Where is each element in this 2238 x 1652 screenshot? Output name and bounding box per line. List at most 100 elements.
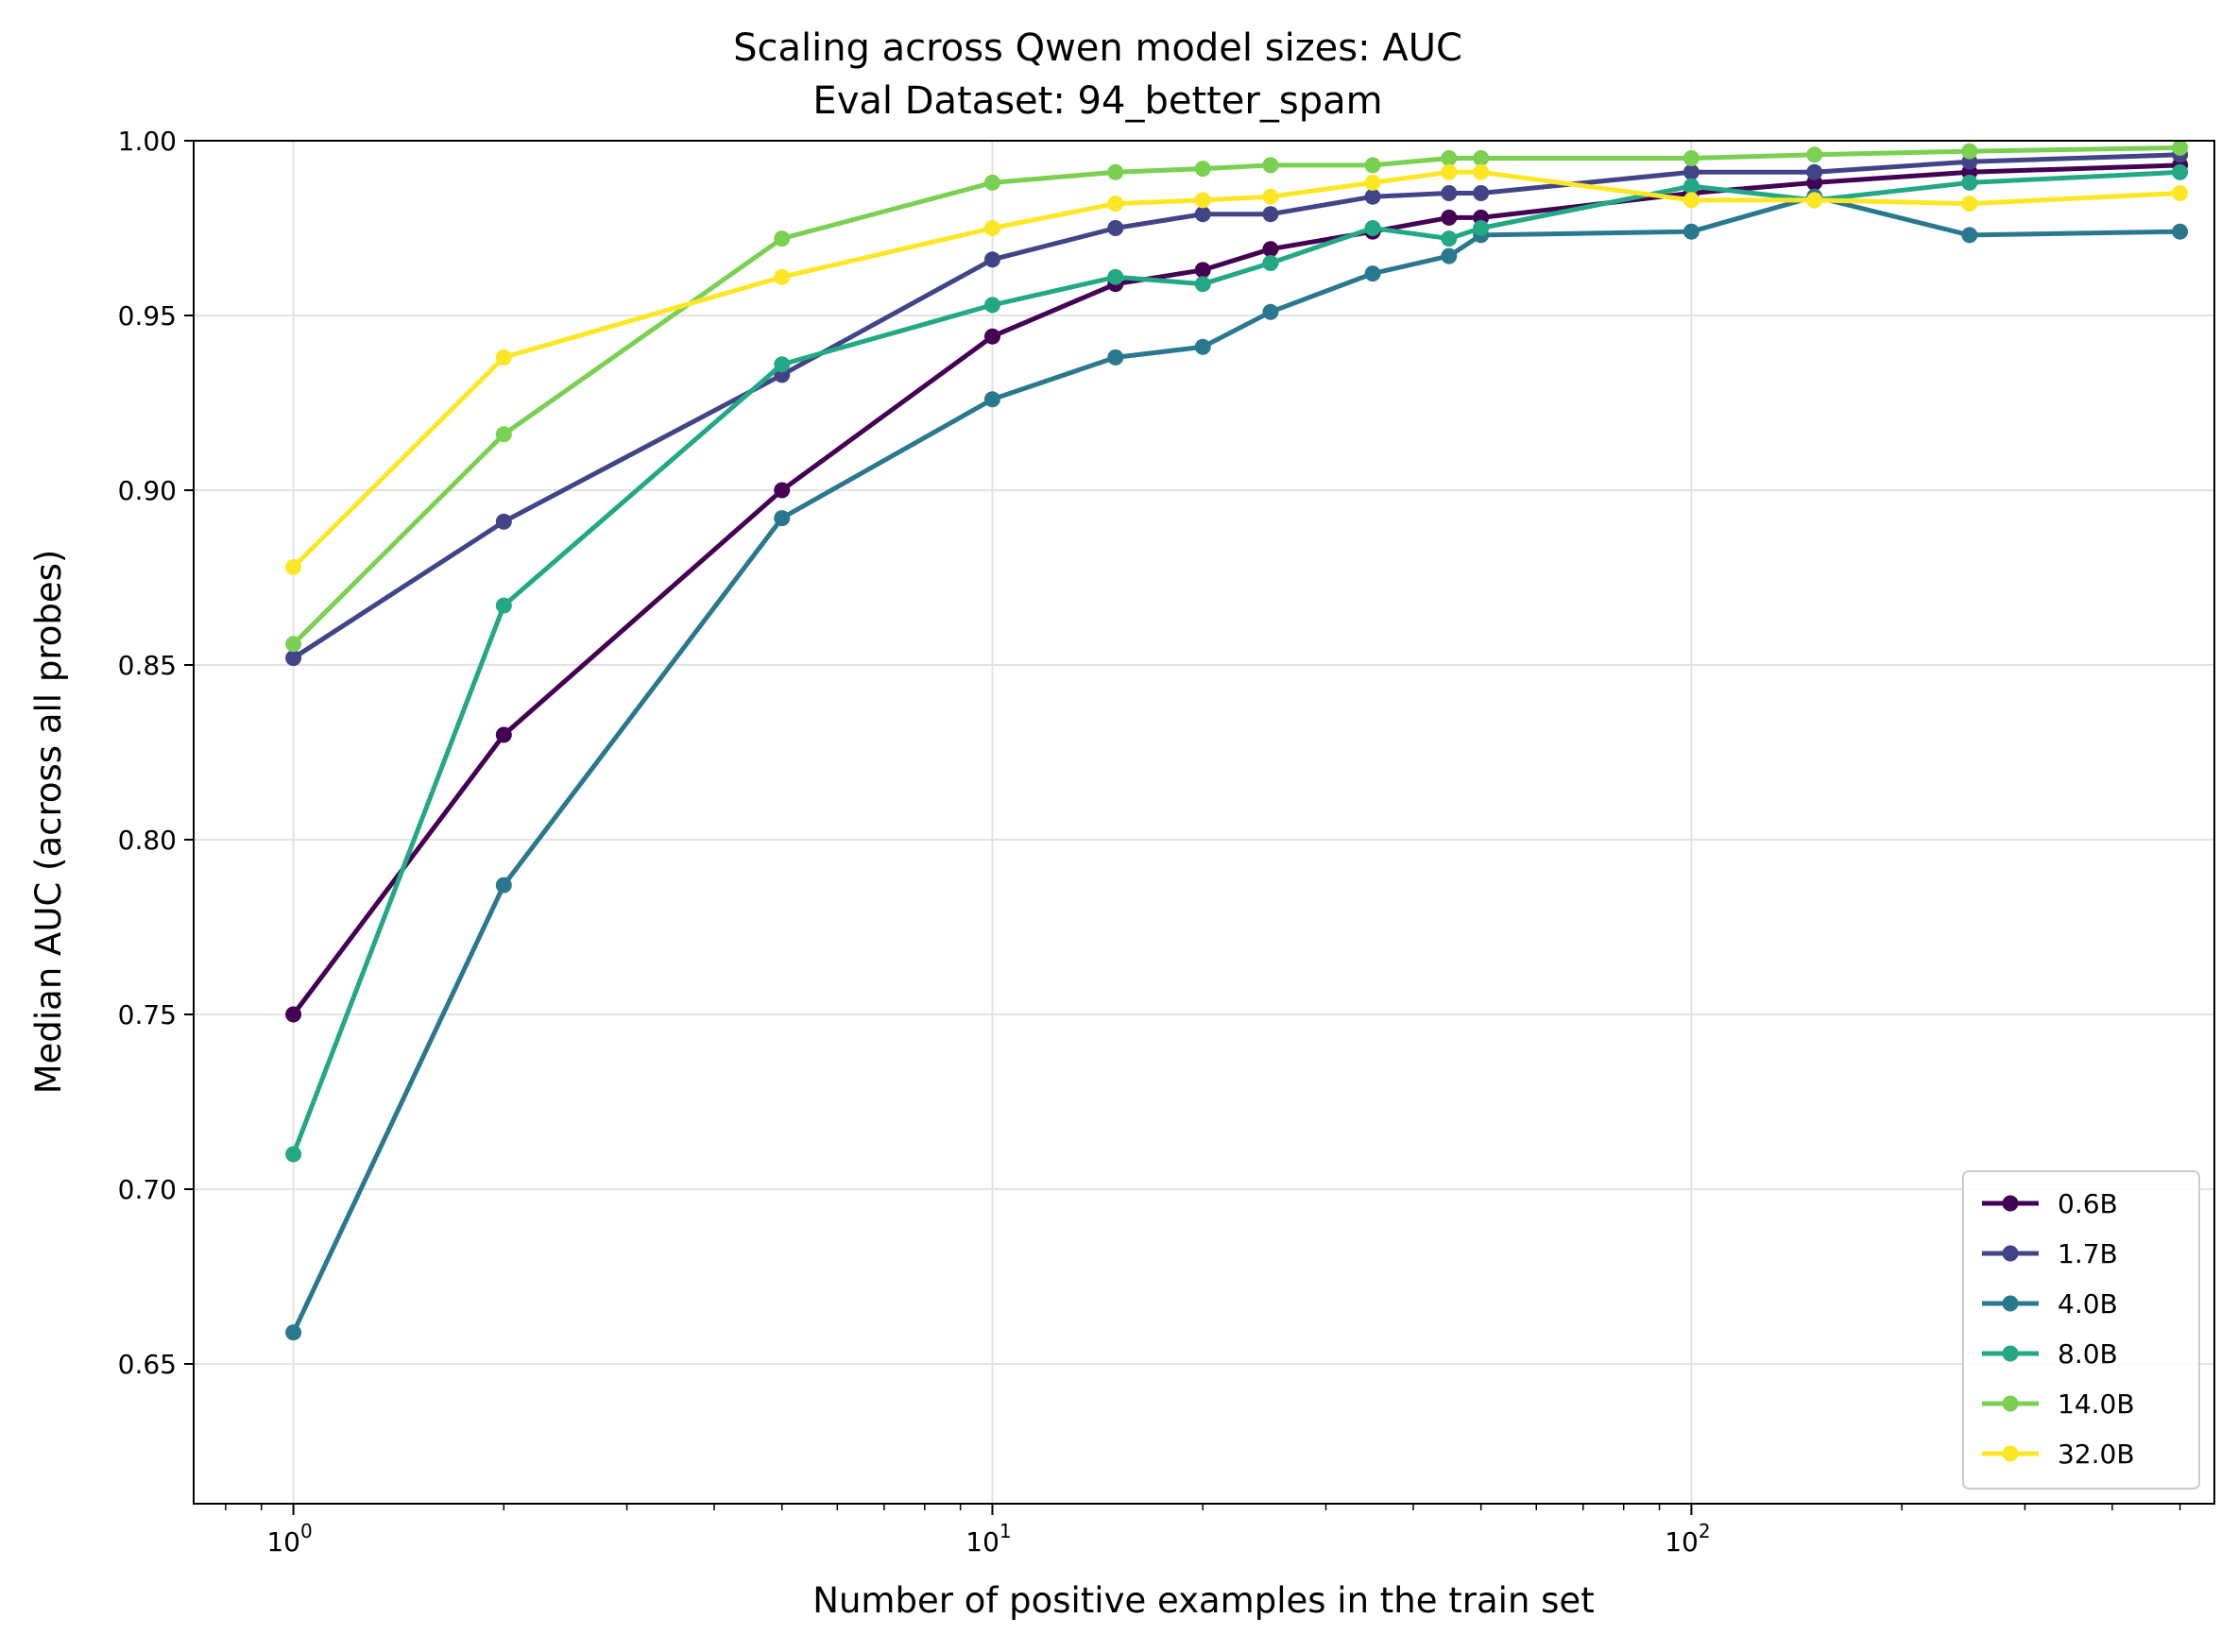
data-point-14-0b [1806,146,1823,163]
data-point-32-0b [1441,163,1458,180]
chart-subtitle: Eval Dataset: 94_better_spam [812,79,1382,123]
legend-box [1962,1170,2200,1490]
data-point-14-0b [1683,150,1700,166]
x-axis-ticks: 100 101 102 [225,1504,2181,1558]
data-point-14-0b [1194,161,1211,178]
data-point-14-0b [983,174,1000,191]
data-point-8-0b [1683,178,1700,195]
data-point-14-0b [774,230,791,247]
data-point-1-7b [1107,220,1124,236]
data-point-4-0b [983,391,1000,408]
data-point-4-0b [495,877,512,894]
data-point-32-0b [285,558,302,575]
y-tick-label: 0.95 [118,300,177,332]
data-point-32-0b [1961,196,1978,213]
data-point-4-0b [1262,303,1279,320]
legend-label-8-0b: 8.0B [2058,1338,2118,1370]
data-point-1-7b [1364,188,1381,205]
x-tick-label: 102 [1665,1520,1710,1558]
data-point-32-0b [1364,174,1381,191]
data-point-8-0b [1194,276,1211,293]
data-point-1-7b [1473,185,1490,201]
data-point-32-0b [495,349,512,366]
data-point-4-0b [1107,349,1124,366]
legend-marker-1-7b [2002,1245,2019,1262]
data-point-1-7b [1262,206,1279,223]
data-point-14-0b [1961,143,1978,160]
y-tick-label: 0.70 [118,1174,177,1205]
data-point-0-6b [774,482,791,499]
legend-marker-14-0b [2002,1395,2019,1412]
grid-lines [194,140,2214,1504]
legend-label-4-0b: 4.0B [2058,1288,2118,1320]
data-point-8-0b [2172,163,2189,180]
legend-marker-8-0b [2002,1345,2019,1362]
data-point-14-0b [285,636,302,653]
chart-title: Scaling across Qwen model sizes: AUC [733,26,1462,70]
y-tick-label: 0.90 [118,475,177,506]
data-point-4-0b [1364,265,1381,282]
data-point-1-7b [1441,185,1458,201]
data-point-14-0b [1441,150,1458,166]
legend-label-32-0b: 32.0B [2058,1439,2135,1470]
data-point-14-0b [1107,163,1124,180]
y-tick-label: 0.80 [118,825,177,856]
series-line-14-0b [291,145,2180,646]
data-point-32-0b [774,268,791,285]
y-tick-label: 0.85 [118,650,177,681]
data-point-32-0b [1806,192,1823,209]
data-point-0-6b [285,1006,302,1023]
data-point-8-0b [774,356,791,373]
data-point-32-0b [1194,192,1211,209]
data-point-4-0b [1961,227,1978,244]
data-point-14-0b [495,426,512,443]
data-point-32-0b [2172,185,2189,201]
data-point-4-0b [1683,223,1700,240]
data-point-1-7b [1683,163,1700,180]
data-point-0-6b [1194,262,1211,279]
data-point-4-0b [2172,223,2189,240]
data-point-4-0b [1441,247,1458,264]
data-point-32-0b [1107,196,1124,213]
y-axis-ticks: 0.65 0.70 0.75 0.80 0.85 0.90 0.95 1.00 [118,126,194,1380]
data-point-0-6b [495,726,512,743]
series-line-32-0b [291,169,2180,570]
legend-marker-4-0b [2002,1295,2019,1312]
legend-label-0-6b: 0.6B [2058,1188,2118,1219]
y-tick-label: 0.65 [118,1349,177,1380]
data-point-0-6b [983,328,1000,345]
y-tick-label: 0.75 [118,999,177,1030]
data-point-1-7b [495,513,512,530]
data-point-8-0b [495,597,512,614]
x-tick-label: 101 [965,1520,1011,1558]
legend-label-1-7b: 1.7B [2058,1238,2118,1269]
data-point-8-0b [285,1146,302,1163]
data-point-14-0b [1473,150,1490,166]
x-axis-label: Number of positive examples in the train… [812,1580,1594,1621]
legend-marker-32-0b [2002,1445,2019,1462]
data-point-14-0b [2172,139,2189,156]
data-point-4-0b [1194,338,1211,355]
data-point-0-6b [1441,209,1458,226]
x-tick-label: 100 [266,1520,312,1558]
legend-marker-0-6b [2002,1195,2019,1212]
data-point-8-0b [1107,268,1124,285]
series-line-0-6b [291,162,2180,1016]
data-point-0-6b [1262,241,1279,258]
data-point-1-7b [285,650,302,667]
series-layer [285,139,2189,1341]
data-point-1-7b [983,251,1000,268]
data-point-4-0b [774,510,791,527]
data-point-8-0b [1473,220,1490,236]
data-point-32-0b [1473,163,1490,180]
data-point-4-0b [285,1324,302,1341]
data-point-32-0b [1262,188,1279,205]
data-point-14-0b [1262,157,1279,174]
data-point-32-0b [1683,192,1700,209]
data-point-8-0b [1441,230,1458,247]
legend: 0.6B 1.7B 4.0B 8.0B 14.0B 32.0B [1962,1170,2200,1490]
y-tick-label: 1.00 [118,126,177,157]
data-point-1-7b [1806,163,1823,180]
